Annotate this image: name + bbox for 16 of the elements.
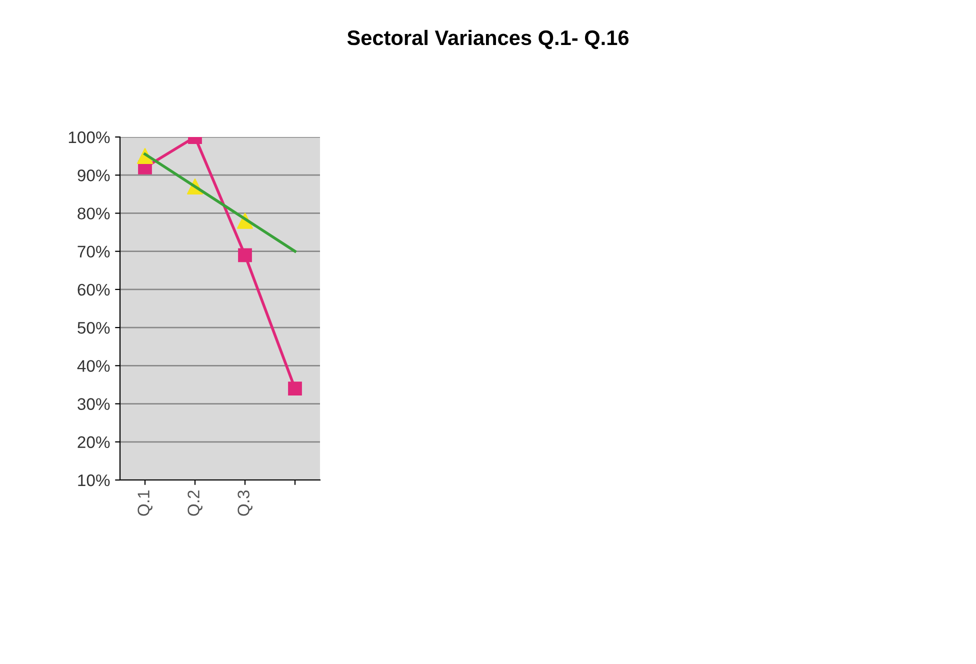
x-tick-label: Q.3	[238, 490, 252, 516]
y-tick-label: 80%	[78, 208, 110, 220]
y-tick-label: 20%	[78, 436, 110, 448]
y-tick-label: 100%	[68, 131, 110, 144]
text: Sectoral Variances Q.1- Q.16	[347, 30, 629, 50]
y-tick-label: 30%	[78, 398, 110, 410]
y-tick-label: 60%	[78, 284, 110, 296]
y-tick-label: 40%	[77, 360, 110, 372]
point	[288, 382, 302, 396]
point	[238, 248, 252, 262]
y-tick-label: 90%	[78, 170, 110, 182]
y-tick-label: 10%	[78, 474, 110, 486]
y-tick-label: 70%	[78, 246, 110, 258]
y-tick-label: 50%	[78, 322, 110, 334]
x-tick-label: Q.2	[188, 490, 202, 516]
x-tick-label: Q.1	[138, 490, 152, 516]
